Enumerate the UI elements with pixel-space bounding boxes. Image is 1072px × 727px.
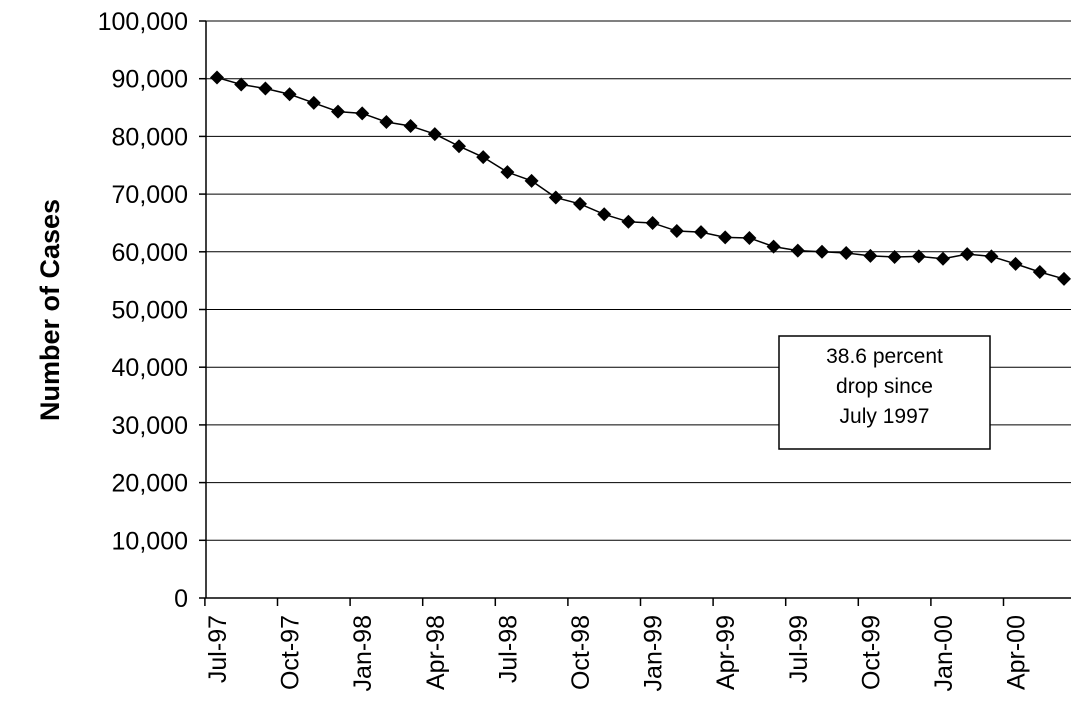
x-tick-label: Jul-97 (204, 615, 232, 683)
x-tick-label: Apr-98 (422, 615, 450, 690)
data-point (573, 196, 587, 211)
x-tick-label: Jan-00 (930, 615, 958, 691)
x-tick-label: Apr-99 (712, 615, 740, 690)
x-tick-label: Jan-99 (640, 615, 668, 691)
y-tick-label: 100,000 (98, 8, 188, 36)
data-point (815, 244, 829, 259)
y-tick-label: 20,000 (112, 470, 188, 498)
y-tick-label: 10,000 (112, 527, 188, 555)
data-point (331, 104, 345, 119)
x-tick-label: Oct-98 (567, 615, 595, 690)
data-point (1008, 256, 1023, 271)
annotation-line-1: 38.6 percent (826, 345, 943, 368)
gridlines (206, 20, 1071, 541)
data-point (427, 127, 442, 142)
data-point (500, 165, 515, 180)
y-axis-label: Number of Cases (35, 199, 65, 421)
y-tick-label: 70,000 (112, 181, 188, 209)
data-point (355, 106, 370, 121)
data-point (887, 249, 902, 264)
y-tick-label: 80,000 (112, 123, 188, 151)
x-tick-label: Jan-98 (349, 615, 377, 691)
series-line (216, 76, 1065, 280)
x-tick-label: Oct-97 (277, 615, 305, 690)
data-point (694, 225, 708, 240)
data-point (210, 70, 224, 85)
data-point (379, 114, 394, 129)
y-tick-label: 60,000 (112, 239, 188, 267)
data-point (863, 248, 878, 263)
x-tick-label: Oct-99 (857, 615, 885, 690)
y-tick-label: 90,000 (112, 66, 188, 94)
data-point (718, 230, 733, 245)
data-point (984, 249, 999, 264)
y-tick-label: 50,000 (112, 297, 188, 325)
data-point (306, 95, 321, 110)
data-point (1057, 271, 1071, 286)
data-point (669, 224, 684, 239)
data-point (1032, 264, 1047, 279)
data-point (476, 150, 491, 165)
data-point (742, 230, 757, 245)
annotation-line-2: drop since (836, 375, 933, 398)
annotation-box: 38.6 percent drop since July 1997 (778, 335, 991, 450)
y-tick-label: 30,000 (112, 412, 188, 440)
data-point (911, 249, 926, 264)
data-point (548, 190, 563, 205)
data-point (597, 207, 612, 222)
series-cases (210, 70, 1071, 286)
data-point (645, 215, 660, 230)
data-point (282, 87, 297, 102)
annotation-frame (778, 335, 991, 450)
data-point (452, 139, 466, 154)
x-tick-label: Jul-99 (785, 615, 813, 683)
annotation-line-3: July 1997 (840, 405, 930, 428)
data-point (524, 173, 539, 188)
data-point (258, 81, 273, 96)
y-axis-ticks: 0 10,000 20,000 30,000 40,000 50,000 60,000 70,… (98, 8, 206, 613)
y-tick-label: 40,000 (112, 354, 188, 382)
x-tick-label: Jul-98 (494, 615, 522, 683)
data-point (960, 247, 975, 262)
data-point (839, 245, 854, 260)
data-point (403, 119, 418, 134)
y-tick-label: 0 (174, 585, 188, 613)
data-point (766, 239, 781, 254)
x-axis-ticks: Jul-97 Oct-97 Jan-98 Apr-98 Jul-98 Oct-98 Jan-… (204, 598, 1031, 691)
data-point (936, 251, 950, 266)
data-point (790, 243, 805, 258)
data-point (234, 77, 249, 92)
data-point (621, 214, 636, 229)
x-tick-label: Apr-00 (1003, 615, 1031, 690)
